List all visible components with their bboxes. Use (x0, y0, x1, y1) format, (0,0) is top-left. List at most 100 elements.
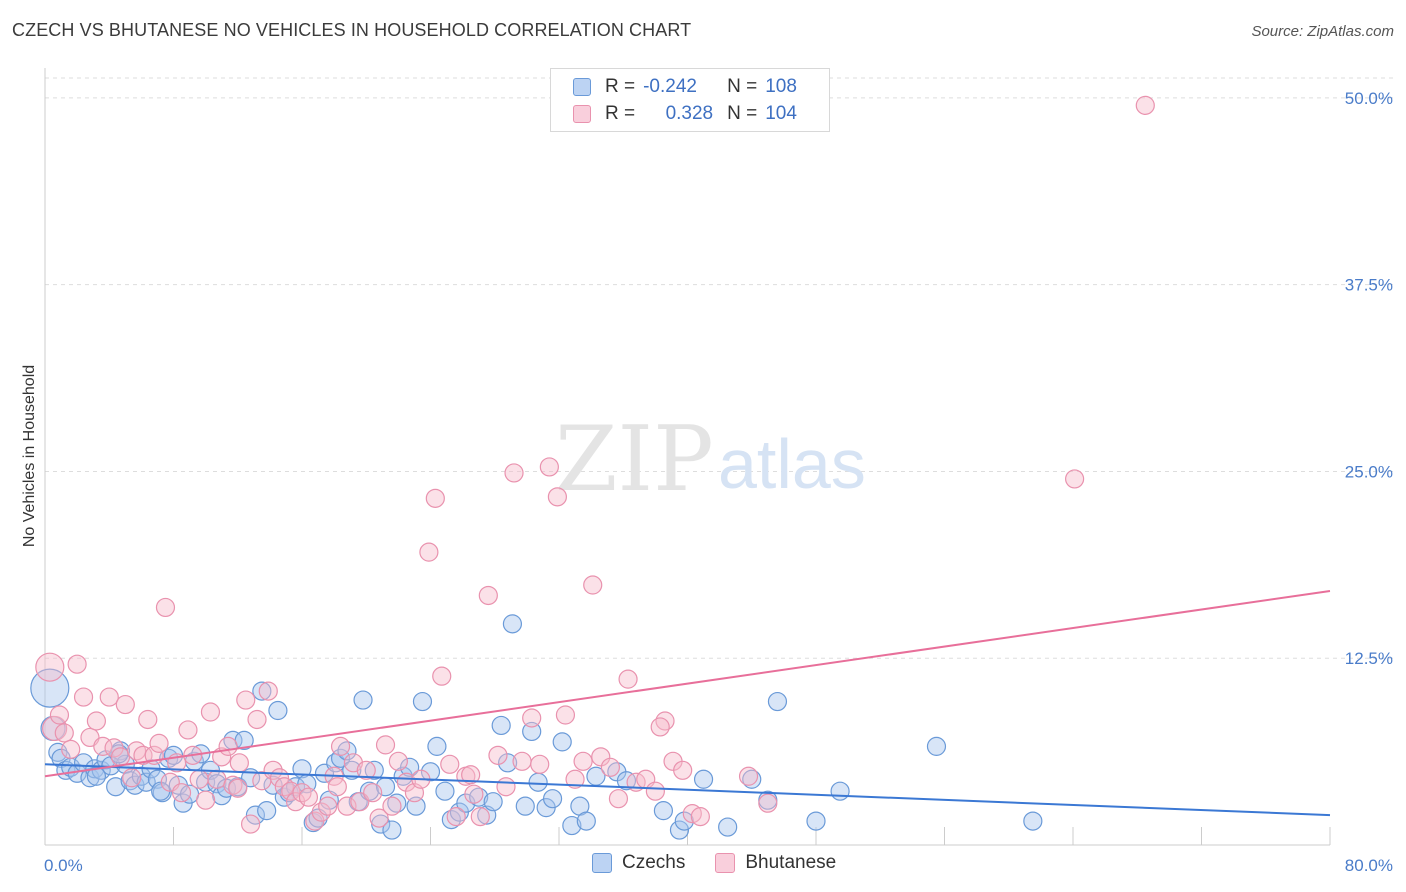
bhutanese-point (419, 542, 439, 562)
bhutanese-point (738, 766, 759, 786)
bhutanese-point (539, 457, 559, 477)
bhutanese-point (512, 751, 532, 771)
bhutanese-point (356, 760, 376, 780)
bhutanese-point (496, 777, 516, 797)
bhutanese-point (228, 778, 248, 798)
czech-point (693, 769, 714, 789)
x-tick-label: 80.0% (1345, 856, 1393, 875)
bhutanese-point (35, 652, 65, 682)
bhutanese-point (650, 717, 670, 737)
bhutanese-point (327, 777, 347, 797)
bhutanese-point (110, 747, 131, 767)
czech-point (382, 820, 402, 840)
watermark-zip: ZIP (555, 407, 714, 512)
n-value: 104 (765, 103, 797, 124)
x-tick-label: 0.0% (44, 856, 83, 875)
bhutanese-point (673, 760, 693, 780)
czech-point (528, 772, 548, 792)
bhutanese-point (388, 751, 408, 771)
bhutanese-point (330, 736, 351, 756)
n-value: 108 (765, 76, 797, 97)
legend-item-czechs: Czechs (592, 852, 685, 874)
czech-point (268, 700, 288, 721)
czech-point (674, 811, 694, 831)
czech-point (718, 817, 738, 837)
bhutanese-point (446, 807, 466, 827)
bhutanese-point (591, 747, 611, 767)
czech-point (1023, 811, 1043, 831)
czech-point (926, 736, 947, 756)
y-axis-label: No Vehicles in Household (21, 365, 38, 547)
legend-label-czechs: Czechs (622, 852, 686, 873)
source-label: Source: ZipAtlas.com (1251, 23, 1394, 40)
bhutanese-point (522, 708, 542, 728)
bhutanese-point (196, 790, 216, 810)
bhutanese-point (86, 711, 107, 731)
bhutanese-swatch (573, 105, 591, 123)
bhutanese-point (1065, 469, 1085, 489)
czech-point (364, 760, 384, 780)
legend-label-bhutanese: Bhutanese (745, 852, 837, 873)
legend-item-bhutanese: Bhutanese (715, 852, 836, 874)
bhutanese-point (218, 736, 238, 756)
bhutanese-point (425, 488, 445, 508)
bhutanese-point (464, 784, 484, 804)
czech-point (552, 732, 572, 752)
legend-row-bhutanese: R = 0.328 N = 104 (573, 103, 797, 125)
bhutanese-point (608, 789, 629, 809)
bhutanese-point (258, 681, 278, 701)
czech-point (30, 668, 70, 708)
bhutanese-point (375, 735, 396, 755)
r-value: -0.242 (643, 76, 697, 97)
n-label: N = (727, 76, 758, 97)
bhutanese-point (247, 709, 267, 730)
bhutanese-point (530, 754, 550, 774)
bhutanese-point (547, 487, 567, 507)
bhutanese-point (200, 702, 221, 722)
czech-trend-line (44, 763, 1331, 817)
bhutanese-point (67, 654, 87, 674)
legend-row-czechs: R = -0.242 N = 108 (573, 76, 797, 98)
bhutanese-point (690, 807, 710, 827)
czech-point (502, 614, 523, 634)
bhutanese-point (337, 796, 357, 816)
watermark: ZIP atlas (555, 407, 866, 512)
bhutanese-point (618, 669, 638, 689)
bhutanese-point (440, 754, 460, 774)
bhutanese-point (138, 709, 158, 730)
czech-point (400, 757, 420, 777)
bhutanese-point (189, 769, 209, 789)
r-value: 0.328 (665, 103, 714, 124)
czech-point (522, 721, 542, 742)
czech-point (252, 681, 272, 701)
czech-point (767, 691, 788, 712)
czech-point (515, 796, 535, 816)
czech-point (616, 771, 637, 791)
series-legend: Czechs Bhutanese (592, 852, 866, 874)
bhutanese-point (99, 687, 119, 707)
czech-point (562, 815, 582, 836)
n-label: N = (727, 103, 758, 124)
czech-legend-swatch (592, 853, 612, 873)
czech-point (257, 801, 277, 821)
y-tick-label: 12.5% (1345, 649, 1393, 668)
bhutanese-point (645, 781, 665, 801)
bhutanese-point (229, 753, 249, 773)
bhutanese-point (318, 796, 338, 816)
czech-point (342, 760, 362, 780)
bhutanese-points (35, 95, 1155, 834)
bhutanese-point (207, 769, 227, 789)
czech-point (483, 792, 503, 812)
czech-point (353, 690, 373, 710)
bhutanese-point (504, 463, 524, 483)
czech-point (435, 781, 455, 801)
bhutanese-point (49, 705, 70, 725)
chart-title: CZECH VS BHUTANESE NO VEHICLES IN HOUSEH… (12, 20, 692, 40)
r-label: R = (605, 76, 636, 97)
bhutanese-point (565, 769, 585, 789)
czech-point (669, 820, 690, 840)
bhutanese-point (61, 739, 81, 759)
czech-point (576, 811, 596, 831)
bhutanese-legend-swatch (715, 853, 736, 873)
czech-point (245, 805, 266, 825)
